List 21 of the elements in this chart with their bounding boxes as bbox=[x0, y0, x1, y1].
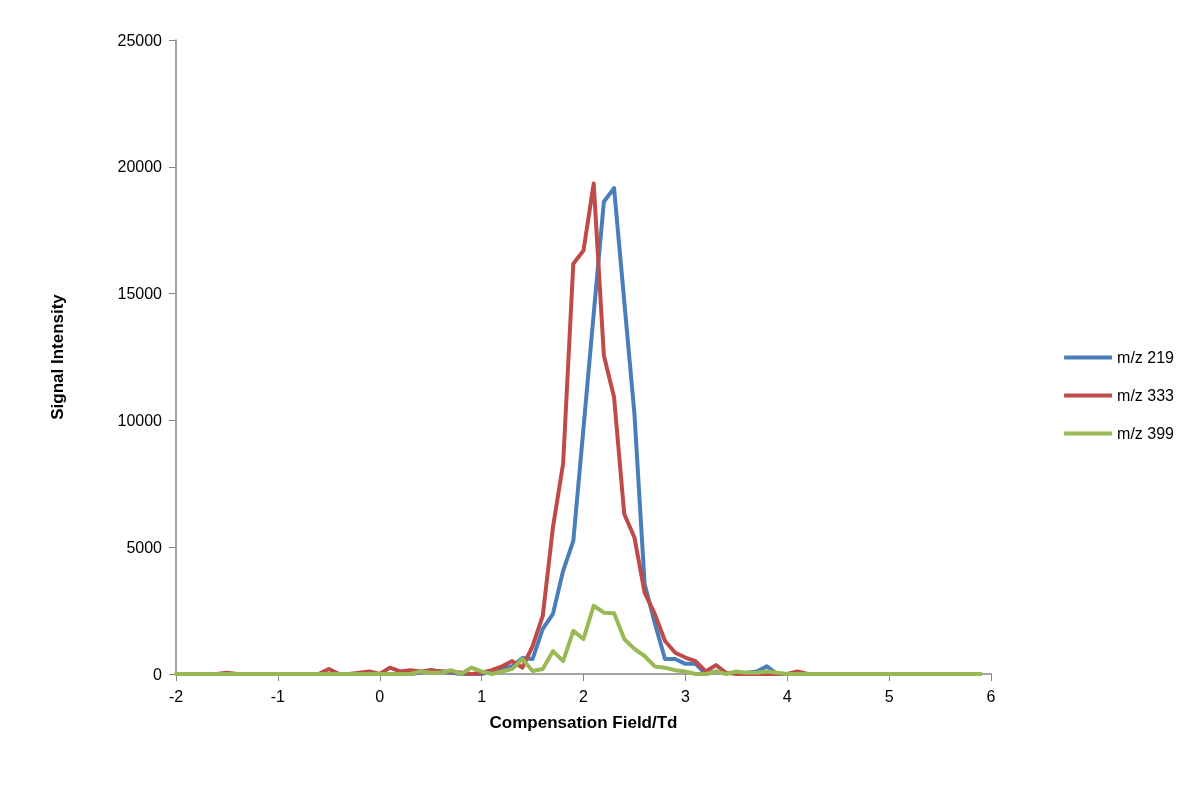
legend-label: m/z 219 bbox=[1117, 349, 1175, 366]
x-axis-title: Compensation Field/Td bbox=[489, 713, 678, 732]
y-tick-label: 15000 bbox=[117, 285, 163, 303]
x-tick-label: 5 bbox=[884, 687, 894, 705]
line-series bbox=[174, 603, 983, 676]
y-tick-label: 25000 bbox=[117, 31, 163, 49]
x-tick-label: -1 bbox=[270, 687, 286, 705]
y-axis-title: Signal Intensity bbox=[48, 293, 67, 420]
y-tick-label: 0 bbox=[153, 665, 163, 683]
x-tick-label: 4 bbox=[782, 687, 792, 705]
y-tick-label: 5000 bbox=[126, 538, 163, 556]
x-tick-label: -2 bbox=[168, 687, 184, 705]
y-tick-label: 20000 bbox=[117, 158, 163, 176]
legend-label: m/z 333 bbox=[1117, 387, 1175, 404]
x-tick-label: 1 bbox=[477, 687, 487, 705]
legend-label: m/z 399 bbox=[1117, 425, 1175, 442]
x-tick-label: 0 bbox=[375, 687, 385, 705]
x-tick-label: 3 bbox=[680, 687, 690, 705]
x-tick-label: 2 bbox=[579, 687, 589, 705]
y-tick-label: 10000 bbox=[117, 411, 163, 429]
x-tick-label: 6 bbox=[986, 687, 996, 705]
